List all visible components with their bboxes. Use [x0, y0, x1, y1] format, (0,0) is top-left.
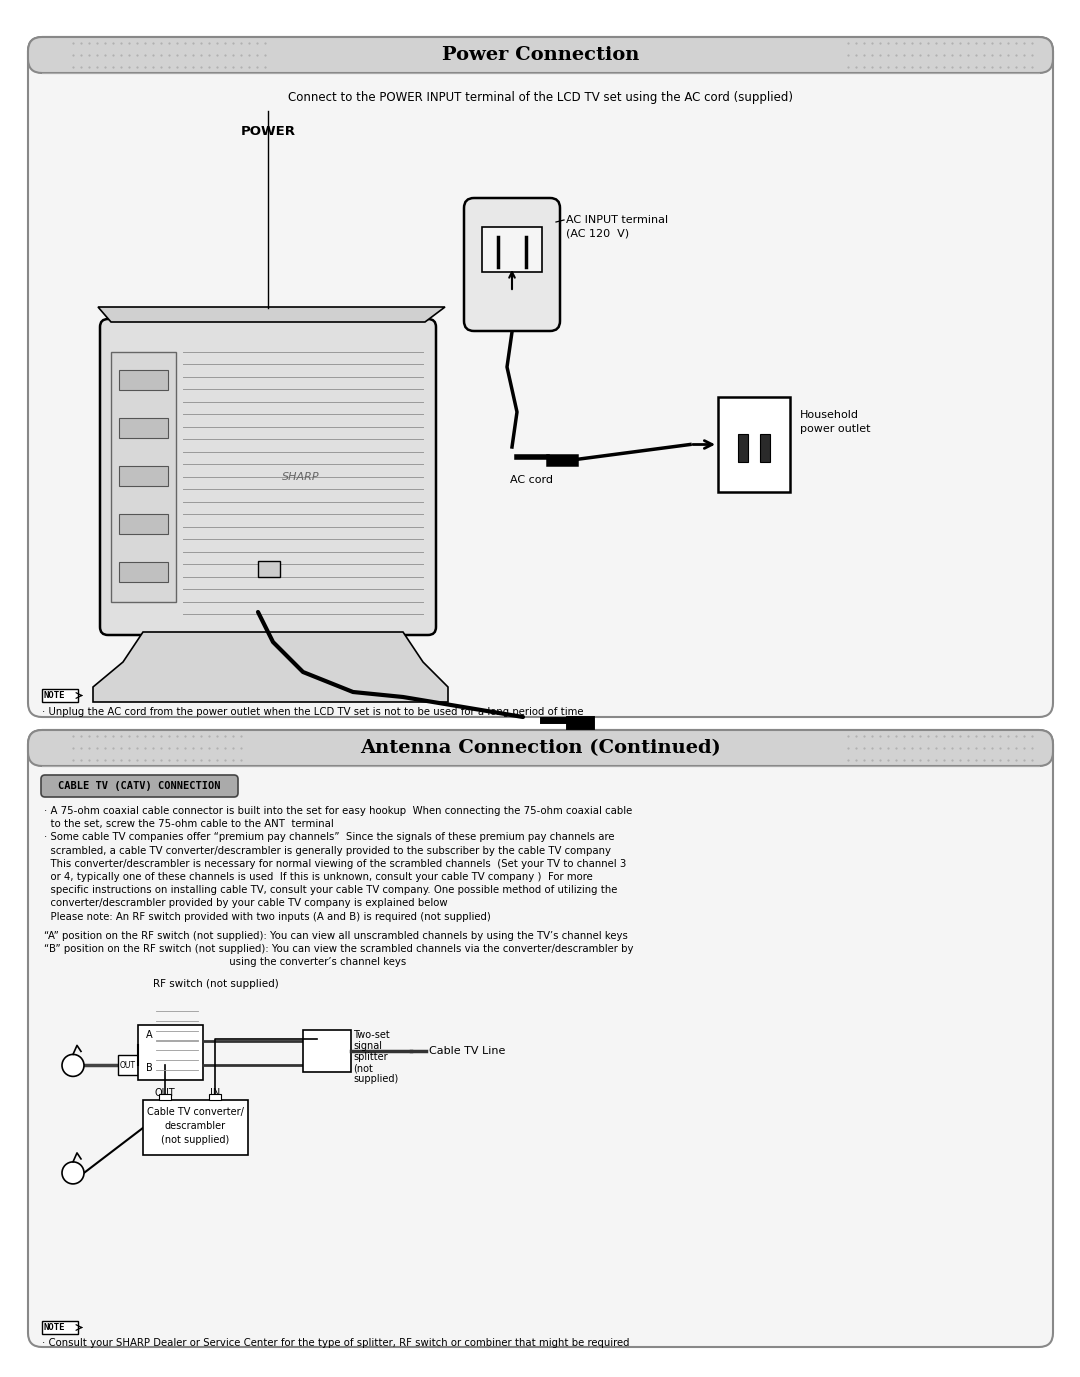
Text: A: A: [146, 1030, 152, 1041]
Bar: [760, 434, 770, 463]
Text: This converter/descrambler is necessary for normal viewing of the scrambled chan: This converter/descrambler is necessary …: [44, 859, 626, 869]
Circle shape: [62, 1162, 84, 1184]
Bar: [119, 514, 168, 534]
FancyBboxPatch shape: [28, 730, 1053, 1347]
Text: “B” position on the RF switch (not supplied): You can view the scrambled channel: “B” position on the RF switch (not suppl…: [44, 945, 634, 954]
FancyBboxPatch shape: [28, 730, 1053, 766]
Text: scrambled, a cable TV converter/descrambler is generally provided to the subscri: scrambled, a cable TV converter/descramb…: [44, 845, 611, 855]
Text: descrambler: descrambler: [165, 1121, 226, 1132]
Bar: [718, 397, 789, 492]
Text: IN: IN: [210, 1088, 220, 1099]
Text: “A” position on the RF switch (not supplied): You can view all unscrambled chann: “A” position on the RF switch (not suppl…: [44, 931, 627, 940]
Text: · Consult your SHARP Dealer or Service Center for the type of splitter, RF switc: · Consult your SHARP Dealer or Service C…: [42, 1338, 630, 1348]
Text: AC INPUT terminal: AC INPUT terminal: [566, 215, 669, 224]
Text: Cable TV converter/: Cable TV converter/: [147, 1107, 244, 1117]
Text: to the set, screw the 75-ohm cable to the ANT  terminal: to the set, screw the 75-ohm cable to th…: [44, 819, 334, 829]
Bar: [111, 353, 176, 602]
FancyBboxPatch shape: [28, 37, 1053, 73]
Text: Household: Household: [800, 410, 859, 420]
Circle shape: [62, 1055, 84, 1077]
Text: Two-set: Two-set: [353, 1030, 390, 1041]
Bar: [42, 1321, 78, 1334]
Text: (not supplied): (not supplied): [161, 1136, 230, 1146]
Bar: [119, 419, 168, 438]
FancyBboxPatch shape: [464, 198, 561, 330]
Text: (not: (not: [353, 1063, 373, 1074]
Text: power outlet: power outlet: [800, 424, 870, 434]
Text: CABLE TV (CATV) CONNECTION: CABLE TV (CATV) CONNECTION: [57, 781, 220, 790]
Text: specific instructions on installing cable TV, consult your cable TV company. One: specific instructions on installing cabl…: [44, 885, 618, 895]
Text: RF switch (not supplied): RF switch (not supplied): [153, 979, 279, 990]
Bar: [119, 465, 168, 486]
Text: · Unplug the AC cord from the power outlet when the LCD TV set is not to be used: · Unplug the AC cord from the power outl…: [42, 706, 583, 717]
Text: converter/descrambler provided by your cable TV company is explained below: converter/descrambler provided by your c…: [44, 898, 447, 909]
Text: POWER: POWER: [241, 125, 296, 138]
Bar: [118, 1055, 138, 1075]
Bar: [143, 1100, 248, 1155]
Bar: [210, 1095, 221, 1100]
Bar: [482, 227, 542, 273]
Text: signal: signal: [353, 1041, 382, 1052]
Text: AC cord: AC cord: [511, 475, 554, 485]
Bar: [42, 688, 78, 702]
Text: using the converter’s channel keys: using the converter’s channel keys: [44, 957, 406, 967]
Text: Connect to the POWER INPUT terminal of the LCD TV set using the AC cord (supplie: Connect to the POWER INPUT terminal of t…: [288, 91, 793, 105]
Polygon shape: [98, 307, 445, 322]
Text: or 4, typically one of these channels is used  If this is unknown, consult your : or 4, typically one of these channels is…: [44, 872, 593, 883]
Bar: [119, 562, 168, 582]
Text: SHARP: SHARP: [282, 472, 320, 482]
Text: OUT: OUT: [120, 1060, 136, 1070]
Bar: [738, 434, 748, 463]
Text: · A 75-ohm coaxial cable connector is built into the set for easy hookup  When c: · A 75-ohm coaxial cable connector is bu…: [44, 806, 632, 817]
Text: · Some cable TV companies offer “premium pay channels”  Since the signals of the: · Some cable TV companies offer “premium…: [44, 833, 615, 843]
Text: B: B: [146, 1063, 152, 1074]
Text: Power Connection: Power Connection: [442, 45, 639, 63]
Text: supplied): supplied): [353, 1074, 399, 1085]
Bar: [303, 1030, 351, 1073]
FancyBboxPatch shape: [100, 319, 436, 635]
Text: Cable TV Line: Cable TV Line: [429, 1047, 505, 1056]
Text: (AC 120  V): (AC 120 V): [566, 229, 630, 240]
Text: Antenna Connection (Continued): Antenna Connection (Continued): [360, 739, 720, 757]
Text: NOTE: NOTE: [44, 1323, 66, 1332]
Text: splitter: splitter: [353, 1052, 388, 1063]
Text: NOTE: NOTE: [44, 691, 66, 700]
Bar: [119, 370, 168, 390]
FancyBboxPatch shape: [28, 37, 1053, 717]
FancyBboxPatch shape: [41, 775, 238, 797]
Polygon shape: [93, 632, 448, 702]
Bar: [258, 560, 280, 577]
Text: OUT: OUT: [154, 1088, 175, 1099]
Bar: [138, 1026, 203, 1081]
Bar: [159, 1095, 171, 1100]
Text: Please note: An RF switch provided with two inputs (A and B) is required (not su: Please note: An RF switch provided with …: [44, 912, 491, 921]
